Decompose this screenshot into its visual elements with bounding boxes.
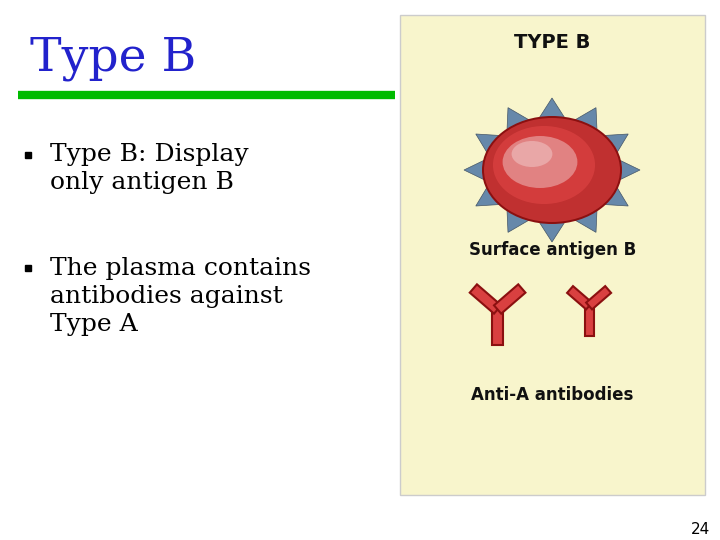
Text: Type B: Display: Type B: Display (50, 144, 248, 166)
Text: Anti-A antibodies: Anti-A antibodies (472, 386, 634, 404)
Text: Type B: Type B (30, 35, 197, 80)
Text: antibodies against: antibodies against (50, 285, 283, 307)
Ellipse shape (484, 118, 620, 222)
Polygon shape (494, 285, 526, 314)
Polygon shape (464, 160, 485, 180)
Text: only antigen B: only antigen B (50, 172, 234, 194)
Bar (400, 15, 705, 495)
Polygon shape (574, 209, 597, 232)
Ellipse shape (482, 116, 622, 224)
Polygon shape (492, 309, 503, 345)
Ellipse shape (512, 141, 552, 167)
Polygon shape (476, 134, 501, 153)
Text: 24: 24 (690, 523, 710, 537)
Polygon shape (603, 186, 629, 206)
Text: The plasma contains: The plasma contains (50, 256, 311, 280)
Text: TYPE B: TYPE B (514, 33, 590, 52)
Text: Type A: Type A (50, 313, 138, 335)
Polygon shape (507, 209, 531, 232)
Polygon shape (618, 160, 640, 180)
Text: Surface antigen B: Surface antigen B (469, 241, 636, 259)
Polygon shape (476, 186, 501, 206)
Polygon shape (585, 306, 593, 336)
Polygon shape (539, 221, 565, 242)
Polygon shape (469, 285, 501, 314)
Polygon shape (539, 98, 565, 119)
Polygon shape (507, 107, 531, 131)
Ellipse shape (503, 136, 577, 188)
Polygon shape (603, 134, 629, 153)
Polygon shape (586, 286, 611, 309)
Ellipse shape (493, 126, 595, 204)
Polygon shape (574, 107, 597, 131)
Polygon shape (567, 286, 592, 309)
